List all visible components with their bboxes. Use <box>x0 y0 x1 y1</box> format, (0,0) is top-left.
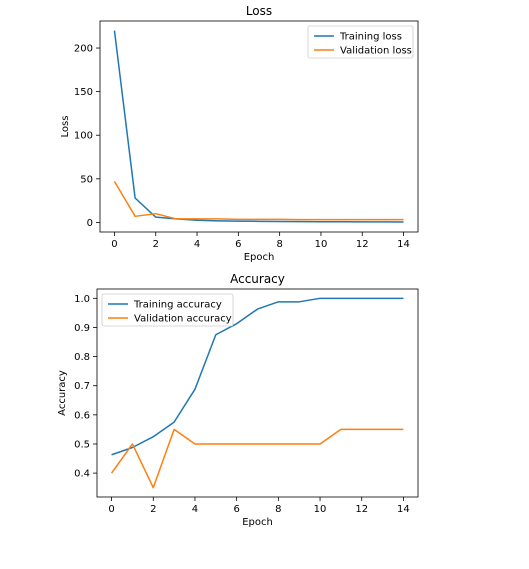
loss-legend-label: Training loss <box>339 32 402 43</box>
accuracy-legend-box <box>101 293 234 327</box>
loss-x-tick-label: 2 <box>153 239 159 250</box>
loss-x-tick-label: 6 <box>235 239 241 250</box>
accuracy-y-tick-label: 0.7 <box>74 381 90 392</box>
loss-x-axis-label: Epoch <box>244 252 275 263</box>
loss-x-tick-label: 8 <box>276 239 282 250</box>
accuracy-y-tick-label: 1.0 <box>74 294 90 305</box>
accuracy-y-axis-label: Accuracy <box>57 370 68 416</box>
loss-x-tick-label: 4 <box>194 239 200 250</box>
loss-y-tick-label: 50 <box>80 174 93 185</box>
loss-legend-label: Validation loss <box>340 46 412 57</box>
loss-x-tick-label: 12 <box>356 239 369 250</box>
accuracy-x-tick-label: 6 <box>233 504 239 515</box>
accuracy-x-axis-label: Epoch <box>242 517 273 528</box>
loss-x-tick-label: 10 <box>315 239 328 250</box>
loss-chart: 0 2 4 6 8 10 12 14 0 50 100 150 200 Loss Epoch Loss Trai… <box>60 4 419 263</box>
accuracy-x-tick-label: 12 <box>355 504 368 515</box>
accuracy-series-line-2 <box>110 428 404 489</box>
loss-x-tick-label: 0 <box>111 239 117 250</box>
loss-series-line-1 <box>113 30 404 223</box>
accuracy-series-line-1 <box>111 297 404 456</box>
accuracy-chart-title: Accuracy <box>230 272 285 286</box>
loss-legend: Training loss Validation loss <box>307 25 414 59</box>
loss-series-line-2 <box>113 181 404 221</box>
loss-y-tick-label: 0 <box>87 218 93 229</box>
accuracy-y-tick-label: 0.4 <box>74 469 90 480</box>
accuracy-legend-label: Training accuracy <box>133 300 222 311</box>
accuracy-x-tick-label: 0 <box>108 504 114 515</box>
loss-y-axis-label: Loss <box>60 116 71 138</box>
accuracy-x-tick-label: 8 <box>275 504 281 515</box>
accuracy-x-tick-label: 14 <box>397 504 410 515</box>
loss-y-tick-label: 100 <box>74 131 93 142</box>
loss-x-tick-label: 14 <box>397 239 410 250</box>
accuracy-x-tick-label: 4 <box>192 504 198 515</box>
accuracy-legend-label: Validation accuracy <box>134 314 232 325</box>
accuracy-legend: Training accuracy Validation accuracy <box>101 293 234 327</box>
loss-y-tick-label: 200 <box>74 44 93 55</box>
accuracy-y-tick-label: 0.8 <box>74 352 90 363</box>
loss-legend-box <box>307 25 414 59</box>
accuracy-y-tick-label: 0.9 <box>74 323 90 334</box>
accuracy-x-tick-label: 10 <box>314 504 327 515</box>
loss-y-tick-label: 150 <box>74 87 93 98</box>
accuracy-y-tick-label: 0.5 <box>74 439 90 450</box>
loss-chart-title: Loss <box>246 4 272 18</box>
accuracy-y-tick-label: 0.6 <box>74 410 90 421</box>
accuracy-x-tick-label: 2 <box>150 504 156 515</box>
accuracy-chart: 0 2 4 6 8 10 12 14 0.4 0.5 0.6 0.7 0.8 0.9 1.0 Accuracy… <box>57 272 419 528</box>
